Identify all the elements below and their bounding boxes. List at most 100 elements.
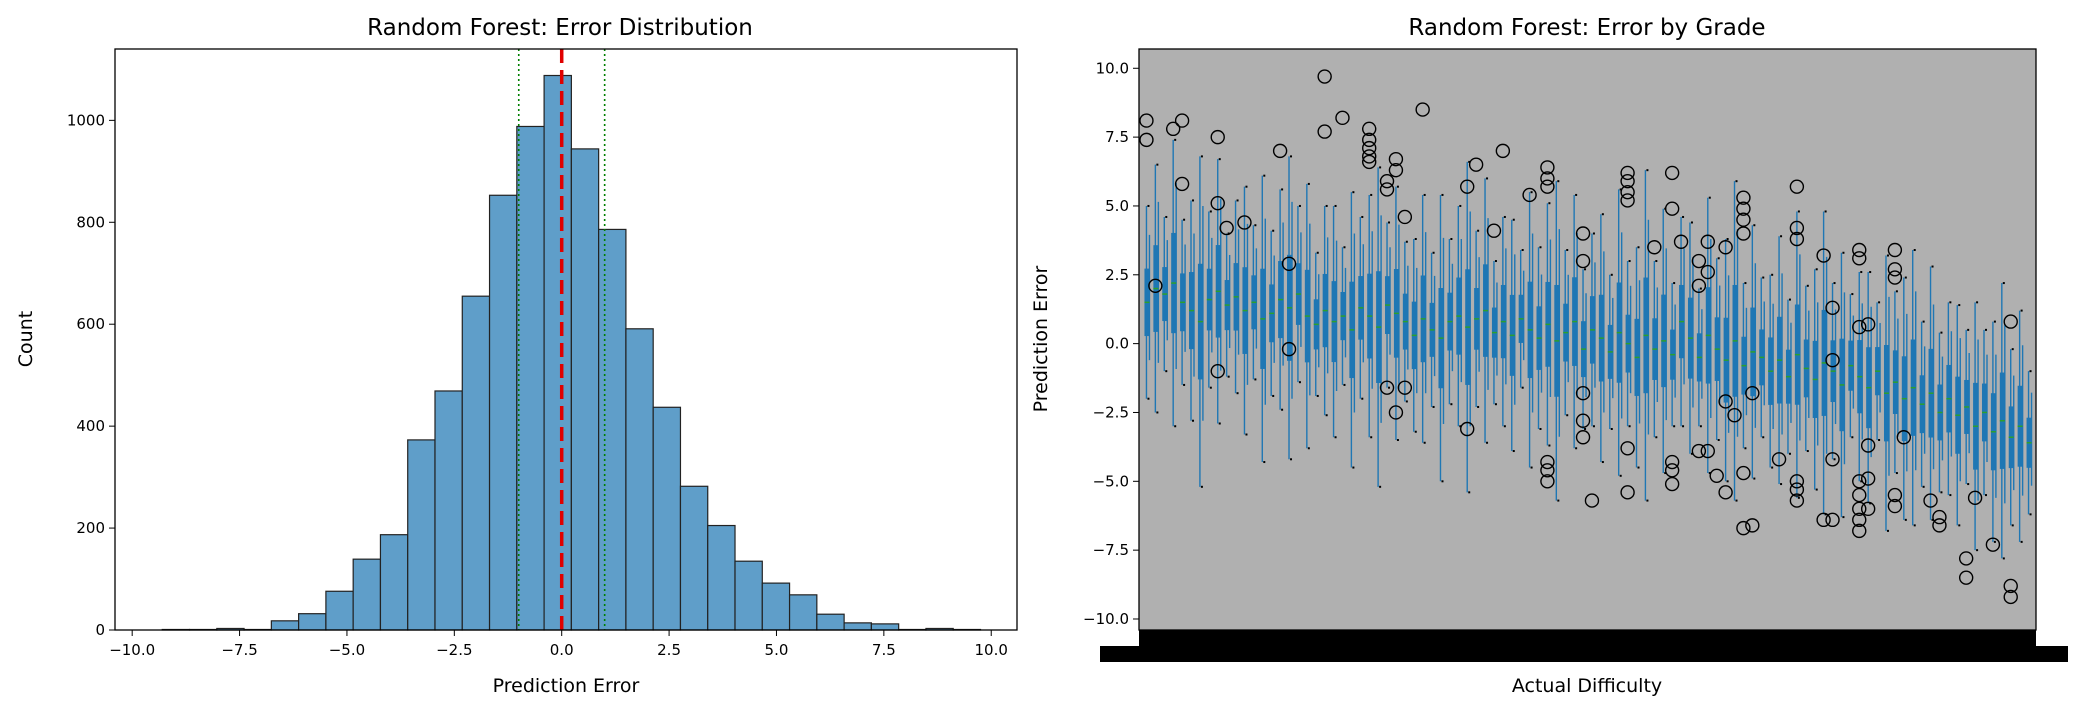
box-cap — [1156, 411, 1159, 414]
box-cap — [1984, 494, 1987, 497]
box — [1536, 246, 1543, 430]
box-cap — [1744, 282, 1747, 285]
box-cap — [1486, 177, 1489, 180]
box-cap — [1637, 246, 1640, 249]
x-tick-label: 10.0 — [975, 641, 1008, 659]
box — [1233, 199, 1240, 395]
box-cap — [1806, 284, 1809, 287]
outlier-point — [1789, 179, 1805, 194]
box-cap — [1762, 436, 1765, 439]
outlier-point — [1620, 485, 1635, 500]
box — [1340, 246, 1347, 386]
histogram-bar — [816, 613, 845, 631]
box-cap — [1726, 237, 1729, 240]
box-cap — [1566, 249, 1569, 252]
outlier-point — [1745, 518, 1760, 533]
box — [1474, 229, 1480, 408]
box-cap — [1717, 439, 1720, 442]
box-cap — [1913, 249, 1916, 252]
outlier-point — [1379, 182, 1395, 197]
box-cap — [1886, 254, 1889, 257]
box-cap — [1548, 444, 1551, 447]
outlier-point — [1852, 523, 1867, 539]
box-cap — [1343, 246, 1346, 249]
outlier-point — [1789, 482, 1805, 497]
outlier-point — [1620, 193, 1635, 208]
outlier-point — [1852, 474, 1867, 489]
box-cap — [1316, 251, 1319, 254]
box-cap — [1931, 265, 1934, 268]
box — [1313, 251, 1320, 397]
outlier-point — [1789, 220, 1805, 236]
outlier-point — [1718, 394, 1733, 409]
outlier-point — [1736, 226, 1751, 241]
box-cap — [2029, 513, 2032, 516]
box-cap — [1815, 268, 1818, 271]
box-cap — [1334, 436, 1337, 439]
outlier-point — [1736, 212, 1751, 227]
outlier-point — [1860, 438, 1876, 453]
y-tick-label: 5.0 — [1105, 197, 1129, 215]
box — [1197, 155, 1204, 488]
outlier-point — [1816, 512, 1831, 528]
box-cap — [1575, 447, 1578, 450]
histogram-bar — [543, 74, 572, 631]
box-cap — [1726, 480, 1729, 483]
box-cap — [1405, 400, 1408, 403]
outlier-point — [1789, 231, 1805, 247]
histogram-bar — [461, 295, 491, 631]
box-cap — [1566, 414, 1569, 417]
histogram-bar — [707, 524, 736, 631]
box-cap — [1352, 466, 1355, 469]
box-cap — [2020, 540, 2023, 543]
box — [1180, 218, 1186, 386]
box-cap — [1922, 320, 1925, 323]
histogram-y-label: Count — [15, 311, 37, 367]
outlier-point — [1664, 463, 1680, 478]
outlier-point — [1860, 501, 1876, 517]
box-cap — [1806, 450, 1809, 453]
box-cap — [1780, 235, 1783, 238]
box — [1883, 254, 1890, 532]
outlier-point — [1736, 190, 1751, 205]
box-cap — [1352, 191, 1355, 194]
box — [1919, 320, 1926, 488]
outlier-point — [1174, 113, 1190, 128]
outlier-point — [1887, 270, 1903, 285]
box-cap — [1459, 204, 1462, 207]
box-cap — [1958, 524, 1961, 527]
box-cap — [1655, 436, 1658, 439]
outlier-point — [1718, 485, 1733, 500]
box — [1189, 199, 1195, 422]
box-cap — [1548, 202, 1551, 205]
box-cap — [1753, 477, 1756, 480]
outlier-point — [1664, 476, 1680, 492]
box-cap — [1209, 210, 1212, 213]
outlier-point — [1379, 380, 1395, 395]
outlier-point — [1522, 187, 1537, 203]
box — [1785, 298, 1792, 455]
histogram-bar — [598, 228, 627, 631]
box — [1402, 240, 1409, 403]
histogram-bar — [761, 582, 791, 631]
box-cap — [1842, 251, 1845, 254]
x-tick-label: 7.5 — [872, 641, 896, 659]
box-cap — [1405, 240, 1408, 243]
box — [1251, 224, 1258, 381]
outlier-point — [1932, 518, 1947, 533]
box-cap — [1388, 221, 1391, 224]
box-cap — [1503, 215, 1506, 218]
box — [1171, 138, 1177, 428]
box-cap — [1940, 331, 1943, 334]
box-cap — [1192, 419, 1195, 422]
outlier-point — [1335, 110, 1350, 126]
box — [1393, 185, 1400, 442]
boxplot-title: Random Forest: Error by Grade — [1408, 15, 1765, 41]
box-cap — [1477, 405, 1480, 408]
histogram-bar — [734, 560, 763, 631]
box — [1946, 301, 1953, 497]
box-cap — [1468, 491, 1471, 494]
box-cap — [1334, 204, 1337, 207]
outlier-point — [1575, 430, 1591, 445]
histogram-bar — [652, 406, 682, 631]
